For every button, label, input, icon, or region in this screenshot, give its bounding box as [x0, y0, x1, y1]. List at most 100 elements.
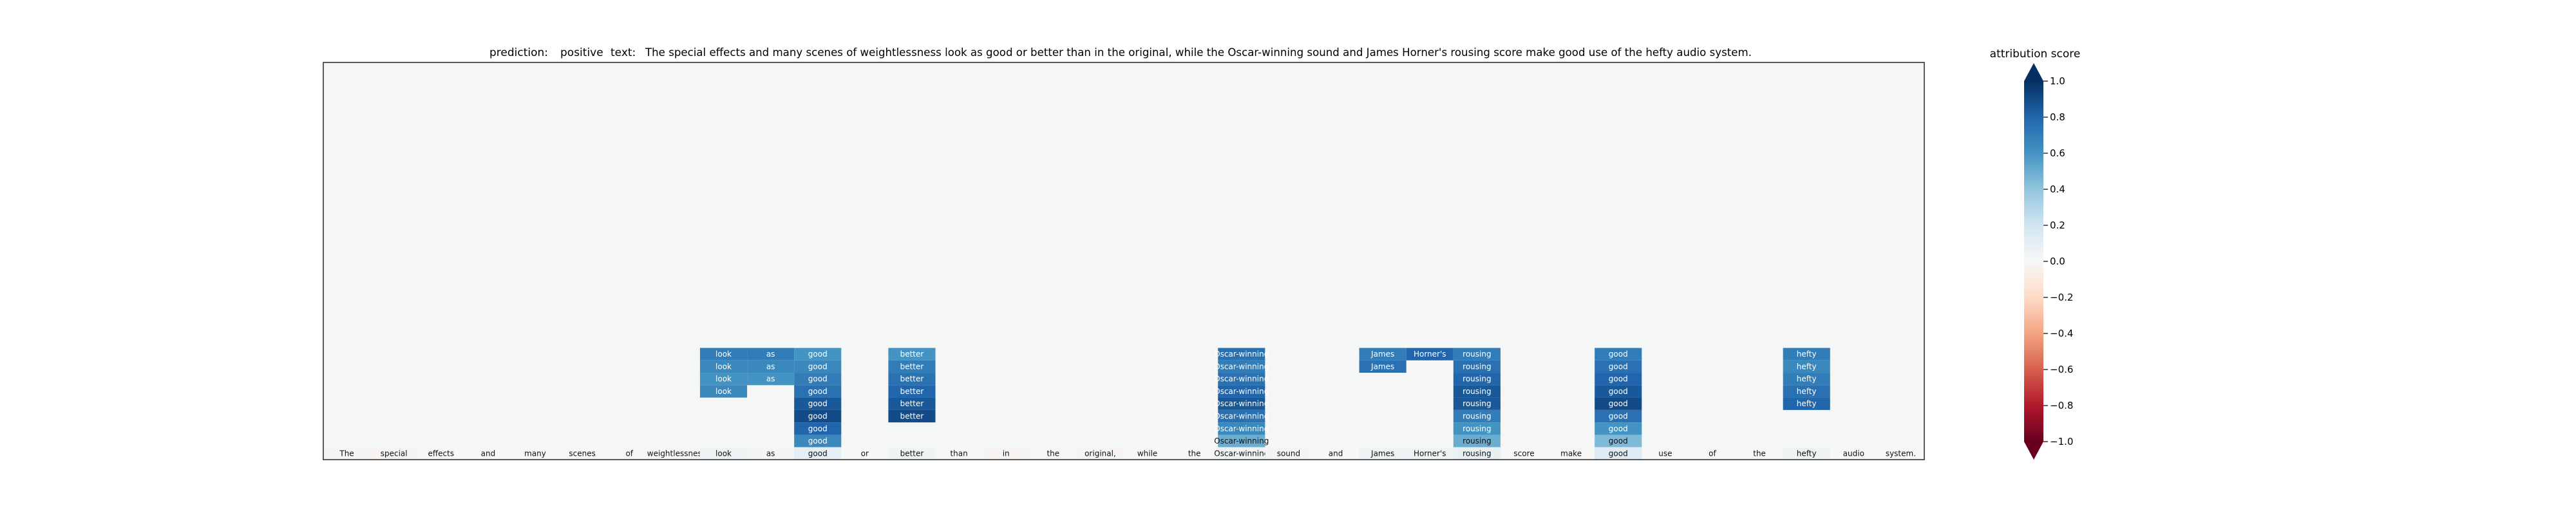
cell-token-label: Oscar-winning: [1214, 424, 1269, 433]
cell-token-label: Oscar-winning: [1214, 362, 1269, 371]
heatmap-cell: [1453, 397, 1501, 410]
heatmap-cell: [1218, 409, 1265, 423]
cell-token-label: good: [808, 362, 828, 371]
token-cell: [794, 447, 842, 460]
token-label: The: [339, 449, 354, 458]
colorbar-tick-label: −0.2: [2050, 292, 2073, 303]
token-label: better: [900, 449, 924, 458]
heatmap-cell: [1453, 385, 1501, 398]
cell-token-label: good: [1609, 350, 1628, 359]
heatmap-cell: [1406, 348, 1454, 360]
token-label: use: [1658, 449, 1672, 458]
heatmap-cell: [888, 409, 936, 423]
cell-token-label: James: [1370, 362, 1394, 371]
token-label: of: [625, 449, 633, 458]
token-cell: [1548, 447, 1595, 460]
cell-token-label: look: [715, 362, 732, 371]
token-cell: [511, 447, 559, 460]
cell-token-label: look: [715, 350, 732, 359]
token-cell: [1595, 447, 1642, 460]
colorbar-ticks: 1.0 0.8 0.6 0.4 0.2 0.0 −0.2 −0.4 −0.6 −0.8 −1.0: [2043, 75, 2073, 447]
heatmap-cell: [1218, 385, 1265, 398]
heatmap-cell: [794, 360, 842, 373]
token-label: than: [950, 449, 967, 458]
colorbar-tick-label: 0.4: [2050, 183, 2065, 195]
title-text-value: The special effects and many scenes of w…: [645, 46, 1752, 59]
token-cell: [1029, 447, 1077, 460]
cell-token-label: hefty: [1797, 350, 1817, 359]
heatmap-cell: [1595, 348, 1642, 360]
token-cell: [1642, 447, 1689, 460]
token-label: special: [381, 449, 408, 458]
token-label: or: [861, 449, 869, 458]
cell-token-label: good: [808, 436, 828, 445]
token-label: many: [524, 449, 546, 458]
cell-token-label: Oscar-winning: [1214, 375, 1269, 384]
heatmap-cell: [888, 385, 936, 398]
cell-token-label: good: [808, 424, 828, 433]
token-label: while: [1137, 449, 1157, 458]
title-text-label: text:: [611, 46, 636, 59]
token-cell: [417, 447, 465, 460]
heatmap-cell: [1359, 360, 1406, 373]
token-label: audio: [1843, 449, 1864, 458]
cell-token-label: good: [1609, 436, 1628, 445]
heatmap-cell: [1218, 360, 1265, 373]
cell-token-label: James: [1370, 350, 1394, 359]
cell-token-label: good: [808, 412, 828, 421]
cell-token-label: rousing: [1463, 387, 1491, 396]
token-label: rousing: [1463, 449, 1491, 458]
heatmap-cell: [1595, 409, 1642, 423]
cell-token-label: look: [715, 375, 732, 384]
cell-token-label: rousing: [1463, 375, 1491, 384]
cell-token-label: hefty: [1797, 399, 1817, 408]
cell-token-label: as: [766, 375, 775, 384]
token-label: in: [1003, 449, 1010, 458]
heatmap-cell: [1218, 422, 1265, 435]
token-cell: [1124, 447, 1171, 460]
token-label: the: [1046, 449, 1059, 458]
token-label: hefty: [1797, 449, 1817, 458]
cell-token-label: good: [1609, 412, 1628, 421]
heatmap-cell: [1453, 435, 1501, 447]
token-label: scenes: [569, 449, 595, 458]
heatmap-cell: [1595, 397, 1642, 410]
cell-token-label: Horner's: [1414, 350, 1446, 359]
cell-token-label: rousing: [1463, 412, 1491, 421]
cell-token-label: good: [1609, 399, 1628, 408]
cell-token-label: good: [808, 399, 828, 408]
token-cell: [841, 447, 889, 460]
token-label: effects: [428, 449, 454, 458]
colorbar-label: attribution score: [1990, 48, 2081, 61]
token-label: and: [1329, 449, 1343, 458]
cell-token-label: good: [1609, 362, 1628, 371]
cell-token-label: better: [900, 387, 924, 396]
token-cell: [1265, 447, 1312, 460]
colorbar-tick-label: −0.4: [2050, 328, 2073, 339]
token-label: Horner's: [1414, 449, 1446, 458]
colorbar-tick-label: 0.8: [2050, 111, 2065, 123]
heatmap-cell: [888, 397, 936, 410]
cell-token-label: as: [766, 350, 775, 359]
heatmap-cell: [1595, 422, 1642, 435]
heatmap-cell: [1218, 435, 1265, 447]
token-cell: [982, 447, 1030, 460]
heatmap-cell: [1783, 348, 1830, 360]
token-cell: [1453, 447, 1501, 460]
token-cell: [935, 447, 983, 460]
heatmap-cell: [888, 360, 936, 373]
token-cell: [464, 447, 512, 460]
token-label: score: [1513, 449, 1534, 458]
colorbar-tick-label: 0.0: [2050, 256, 2065, 267]
token-cell: [1171, 447, 1218, 460]
cell-token-label: look: [715, 387, 732, 396]
colorbar-tick-label: −1.0: [2050, 436, 2073, 447]
heatmap-cell: [1453, 373, 1501, 386]
cell-token-label: Oscar-winning: [1214, 350, 1269, 359]
heatmap-cell: [1595, 373, 1642, 386]
cell-token-label: rousing: [1463, 362, 1491, 371]
chart-title: prediction: positive text: The special e…: [489, 46, 1752, 59]
token-label: weightlessness: [647, 449, 706, 458]
cell-token-label: better: [900, 362, 924, 371]
cell-token-label: rousing: [1463, 424, 1491, 433]
